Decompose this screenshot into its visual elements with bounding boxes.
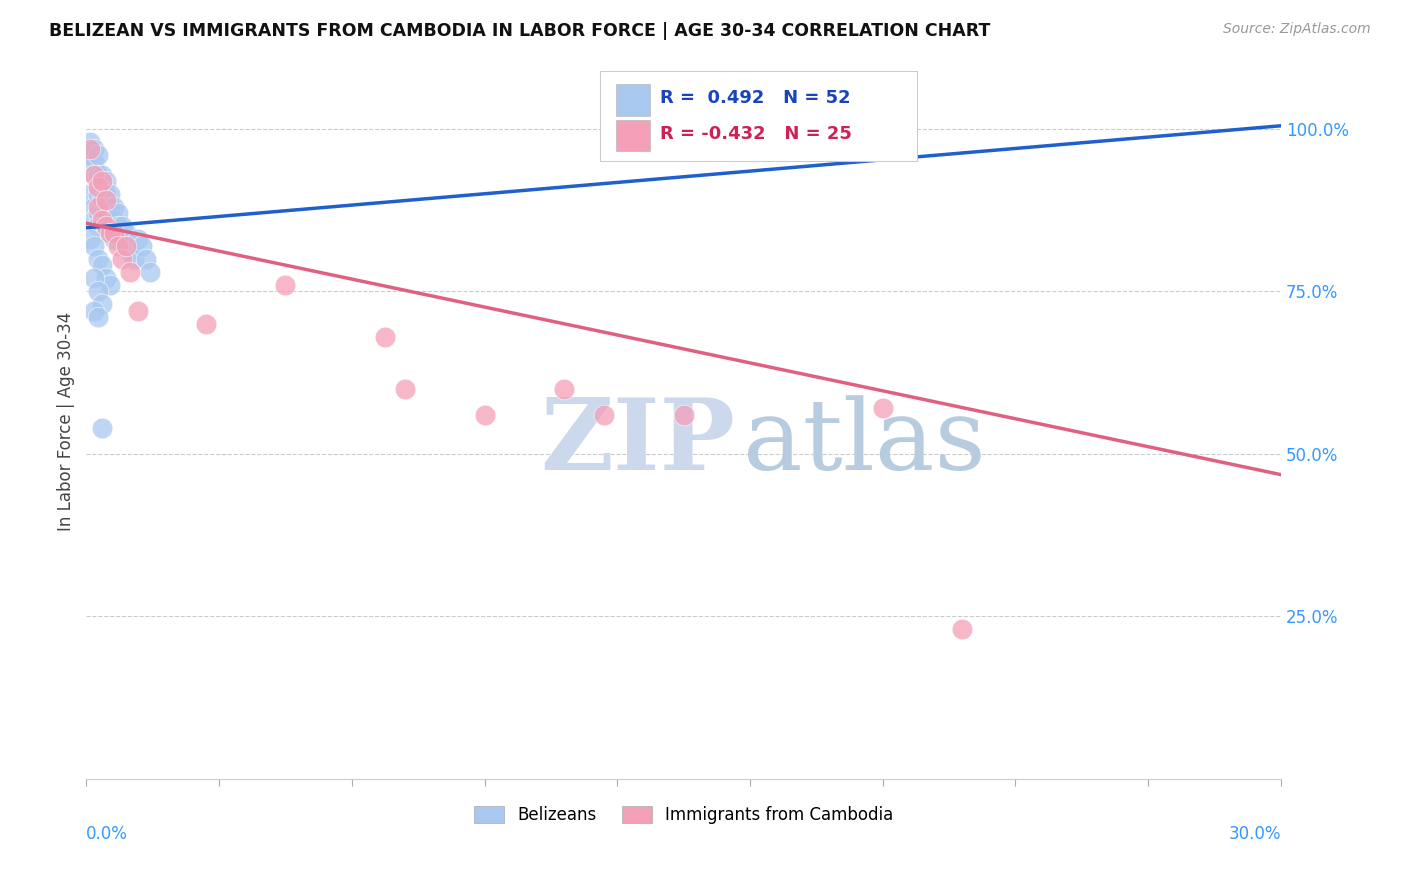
Point [474, 408, 496, 422]
Point [83, 304, 105, 318]
Point [98, 226, 121, 240]
Point [107, 239, 129, 253]
Point [87, 180, 110, 194]
Text: R = -0.432   N = 25: R = -0.432 N = 25 [659, 125, 852, 143]
Point [83, 168, 105, 182]
Point [120, 265, 142, 279]
Point [139, 265, 162, 279]
Point [96, 271, 118, 285]
Point [83, 213, 105, 227]
Point [83, 239, 105, 253]
Point [91, 174, 114, 188]
Point [593, 408, 616, 422]
Point [83, 154, 105, 169]
Point [98, 277, 121, 292]
Point [98, 213, 121, 227]
Point [950, 622, 973, 636]
Text: Source: ZipAtlas.com: Source: ZipAtlas.com [1223, 22, 1371, 37]
Point [131, 239, 153, 253]
Point [103, 200, 125, 214]
Point [96, 174, 118, 188]
Point [115, 226, 138, 240]
Point [98, 186, 121, 201]
FancyBboxPatch shape [600, 71, 917, 161]
Point [872, 401, 894, 416]
Point [120, 245, 142, 260]
Point [111, 252, 134, 266]
FancyBboxPatch shape [616, 120, 650, 152]
Point [103, 213, 125, 227]
Point [127, 304, 149, 318]
Point [87, 148, 110, 162]
Text: ZIP: ZIP [540, 394, 735, 491]
Point [127, 232, 149, 246]
Point [79, 148, 101, 162]
Point [87, 206, 110, 220]
Point [274, 277, 297, 292]
Point [194, 317, 217, 331]
Point [122, 252, 145, 266]
Point [83, 168, 105, 182]
Point [91, 259, 114, 273]
Point [87, 168, 110, 182]
Point [394, 382, 416, 396]
Text: 30.0%: 30.0% [1229, 825, 1281, 843]
Point [83, 271, 105, 285]
Point [91, 297, 114, 311]
Point [91, 194, 114, 208]
Point [79, 141, 101, 155]
Point [91, 219, 114, 234]
Point [87, 252, 110, 266]
Text: 0.0%: 0.0% [86, 825, 128, 843]
FancyBboxPatch shape [616, 84, 650, 115]
Point [135, 252, 157, 266]
Point [96, 194, 118, 208]
Text: atlas: atlas [744, 395, 986, 491]
Point [79, 135, 101, 149]
Point [79, 232, 101, 246]
Point [91, 421, 114, 435]
Point [115, 239, 138, 253]
Point [83, 200, 105, 214]
Point [115, 239, 138, 253]
Y-axis label: In Labor Force | Age 30-34: In Labor Force | Age 30-34 [58, 311, 75, 531]
Point [91, 206, 114, 220]
Point [96, 200, 118, 214]
Point [87, 200, 110, 214]
Point [98, 200, 121, 214]
Text: BELIZEAN VS IMMIGRANTS FROM CAMBODIA IN LABOR FORCE | AGE 30-34 CORRELATION CHAR: BELIZEAN VS IMMIGRANTS FROM CAMBODIA IN … [49, 22, 991, 40]
Text: R =  0.492   N = 52: R = 0.492 N = 52 [659, 89, 851, 107]
Point [91, 168, 114, 182]
Point [672, 408, 695, 422]
Point [87, 219, 110, 234]
Point [87, 285, 110, 299]
Point [111, 219, 134, 234]
Point [83, 141, 105, 155]
Point [553, 382, 575, 396]
Point [96, 186, 118, 201]
Point [374, 330, 396, 344]
Point [87, 186, 110, 201]
Point [107, 219, 129, 234]
Legend: Belizeans, Immigrants from Cambodia: Belizeans, Immigrants from Cambodia [467, 799, 900, 831]
Point [79, 186, 101, 201]
Point [91, 213, 114, 227]
Point [111, 232, 134, 246]
Point [107, 206, 129, 220]
Point [87, 310, 110, 325]
Point [96, 213, 118, 227]
Point [96, 226, 118, 240]
Point [96, 219, 118, 234]
Point [103, 232, 125, 246]
Point [103, 226, 125, 240]
